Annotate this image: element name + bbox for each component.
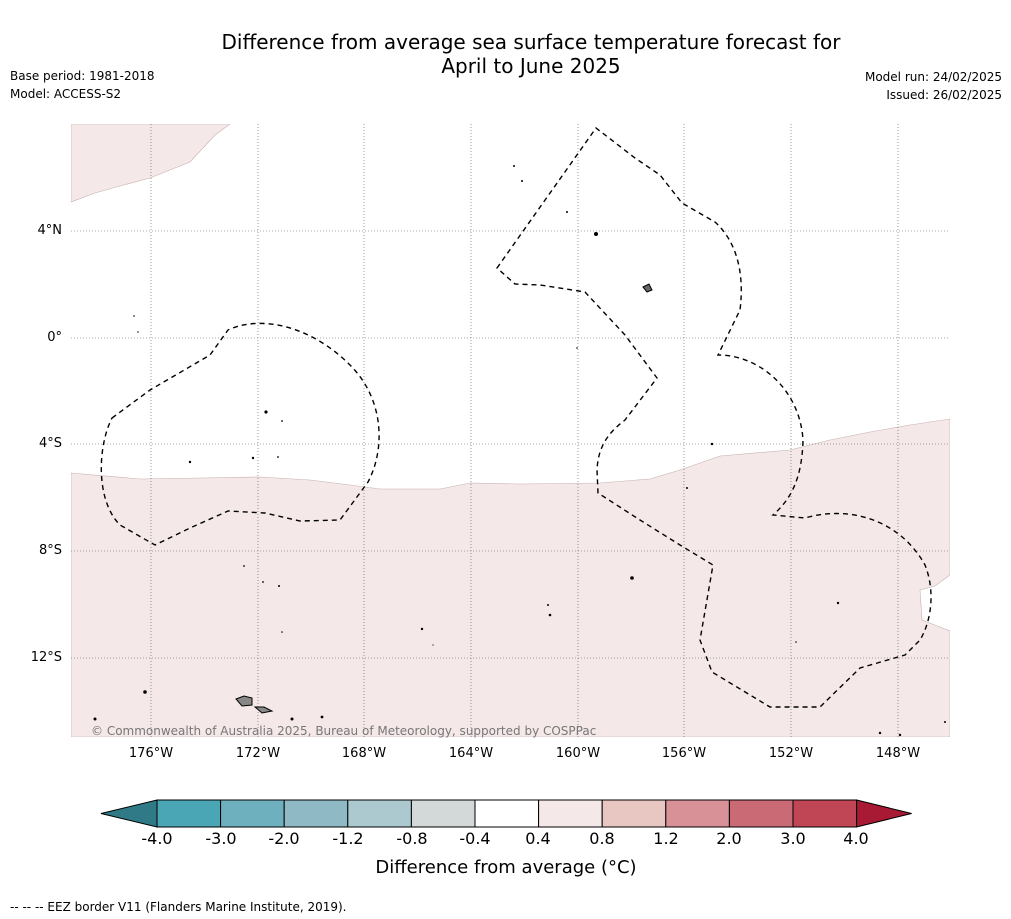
model-name: Model: ACCESS-S2 (10, 87, 122, 101)
colorbar-extend-high (856, 799, 912, 828)
cb-tick-label: 3.0 (780, 829, 806, 848)
colorbar-swatch (474, 799, 540, 828)
cb-tick-label: -4.0 (141, 829, 173, 848)
issued-date: Issued: 26/02/2025 (886, 88, 1002, 102)
model-run: Model run: 24/02/2025 (864, 70, 1002, 84)
lon-label-176w: 176°W (128, 746, 174, 761)
island-christmas (642, 283, 653, 293)
islands (93, 165, 946, 737)
cb-tick-label: -0.8 (396, 829, 428, 848)
lon-label-168w: 168°W (341, 746, 387, 761)
colorbar-swatch (792, 799, 858, 828)
colorbar (100, 799, 912, 828)
eez-borders (100, 127, 932, 708)
colorbar-swatch (156, 799, 222, 828)
colorbar-title: Difference from average (°C) (375, 857, 637, 878)
lon-label-148w: 148°W (875, 746, 921, 761)
island-savaii (235, 695, 253, 707)
colorbar-swatch (728, 799, 794, 828)
base-period: Base period: 1981-2018 (10, 69, 155, 83)
eez-footnote: -- -- -- EEZ border V11 (Flanders Marine… (10, 900, 347, 914)
cb-tick-label: -2.0 (268, 829, 300, 848)
cb-tick-label: 2.0 (716, 829, 742, 848)
lat-label-0: 0° (47, 330, 62, 345)
colorbar-swatch (220, 799, 285, 828)
cb-tick-label: 0.4 (525, 829, 551, 848)
lon-label-152w: 152°W (768, 746, 814, 761)
lat-label-8s: 8°S (38, 543, 62, 558)
map-title: Difference from average sea surface temp… (0, 30, 1011, 78)
colorbar-swatch (410, 799, 476, 828)
cb-tick-label: -0.4 (459, 829, 491, 848)
colorbar-swatch (665, 799, 730, 828)
lon-label-160w: 160°W (555, 746, 601, 761)
lon-label-164w: 164°W (448, 746, 494, 761)
cb-tick-label: -1.2 (332, 829, 364, 848)
island-upolu (253, 706, 274, 714)
lat-label-4s: 4°S (38, 436, 62, 451)
colorbar-extend-low (100, 799, 158, 828)
colorbar-swatch (601, 799, 667, 828)
colorbar-swatch (283, 799, 349, 828)
cb-tick-label: -3.0 (205, 829, 237, 848)
eez-border-kiribati-line (496, 127, 932, 708)
cb-tick-label: 4.0 (843, 829, 869, 848)
colorbar-swatch (347, 799, 412, 828)
anomaly-region-south (71, 418, 950, 737)
copyright-notice: © Commonwealth of Australia 2025, Bureau… (91, 724, 597, 738)
title-line-1: Difference from average sea surface temp… (221, 30, 841, 54)
lat-label-4n: 4°N (37, 223, 63, 238)
colorbar-swatch (538, 799, 603, 828)
cb-tick-label: 1.2 (653, 829, 679, 848)
lon-label-172w: 172°W (235, 746, 281, 761)
title-line-2: April to June 2025 (441, 54, 621, 78)
cb-tick-label: 0.8 (589, 829, 615, 848)
eez-border-kiribati-phoenix (100, 322, 380, 546)
lon-label-156w: 156°W (661, 746, 707, 761)
anomaly-region-north (71, 124, 231, 203)
lat-label-12s: 12°S (30, 650, 62, 665)
